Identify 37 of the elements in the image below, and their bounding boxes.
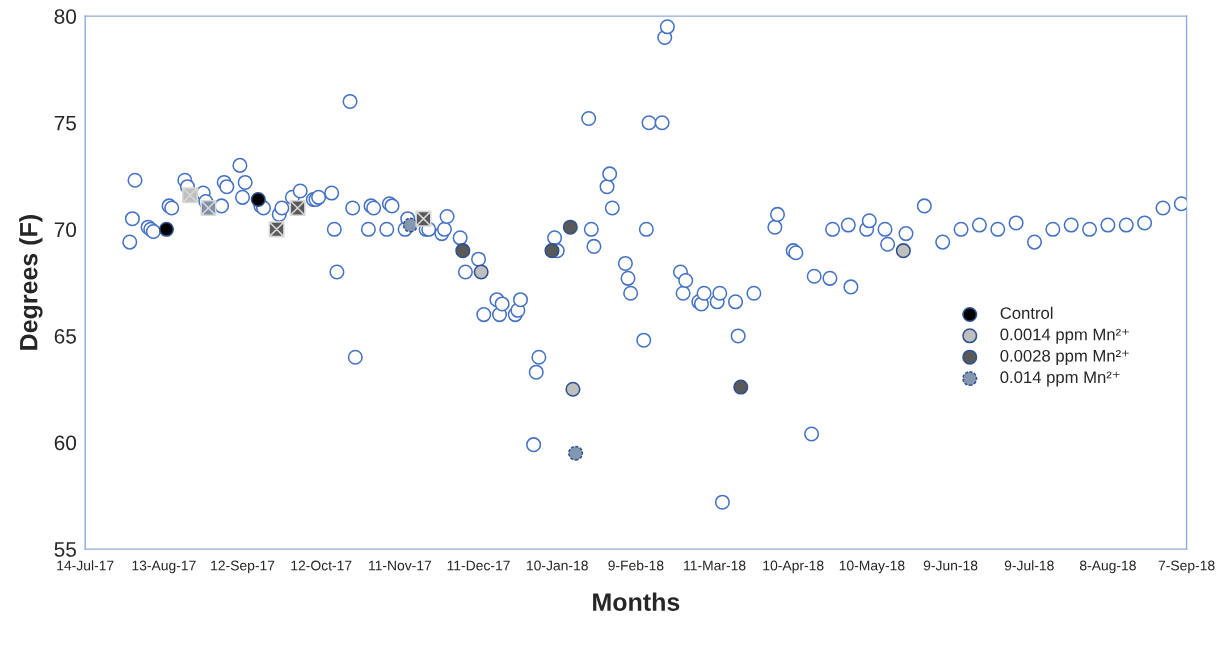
x-tick-label: 12-Oct-17 bbox=[291, 560, 352, 571]
x-tick-label: 7-Sep-18 bbox=[1158, 560, 1215, 574]
x-tick-label: 11-Mar-18 bbox=[684, 560, 746, 571]
x-tick-label: 12-Sep-17 bbox=[211, 560, 275, 574]
point bbox=[455, 243, 471, 259]
y-tick-label: 55 bbox=[54, 542, 76, 557]
x-tick-label: 14-Jul-17 bbox=[57, 560, 114, 571]
x-tick-label: 9-Jun-18 bbox=[923, 560, 978, 571]
x-tick-label: 10-Apr-18 bbox=[763, 560, 824, 574]
y-tick-label: 80 bbox=[54, 9, 77, 24]
x-tick-label: 11-Nov-17 bbox=[369, 560, 432, 571]
y-tick-label: 70 bbox=[54, 222, 77, 238]
y-tick-label: 65 bbox=[54, 328, 76, 344]
point bbox=[565, 381, 581, 397]
point bbox=[733, 379, 749, 395]
x-tick-label: 9-Jul-18 bbox=[1004, 560, 1054, 571]
x-tick-label: 13-Aug-17 bbox=[132, 560, 196, 574]
point bbox=[415, 210, 432, 227]
point bbox=[562, 219, 578, 235]
x-tick-label: 11-Dec-17 bbox=[447, 560, 510, 571]
point bbox=[544, 243, 560, 259]
x-tick-label: 9-Feb-18 bbox=[608, 560, 664, 571]
legend-label: Control bbox=[1000, 306, 1053, 319]
x-tick-label: 10-Jan-18 bbox=[527, 560, 588, 571]
y-axis-title: Degrees (F) bbox=[19, 215, 43, 350]
point bbox=[895, 243, 911, 259]
legend-label: 0.0014 ppm Mn²⁺ bbox=[1000, 328, 1129, 344]
x-tick-label: 8-Aug-18 bbox=[1079, 560, 1136, 574]
legend-label: 0.0028 ppm Mn²⁺ bbox=[1000, 349, 1129, 366]
legend-label: 0.014 ppm Mn²⁺ bbox=[1000, 371, 1120, 387]
x-axis-title: Months bbox=[593, 592, 680, 611]
point bbox=[250, 191, 266, 208]
x-tick-label: 10-May-18 bbox=[839, 560, 905, 574]
point bbox=[473, 264, 489, 280]
point bbox=[158, 221, 175, 237]
y-tick-label: 75 bbox=[54, 115, 76, 131]
y-tick-label: 60 bbox=[54, 435, 77, 451]
